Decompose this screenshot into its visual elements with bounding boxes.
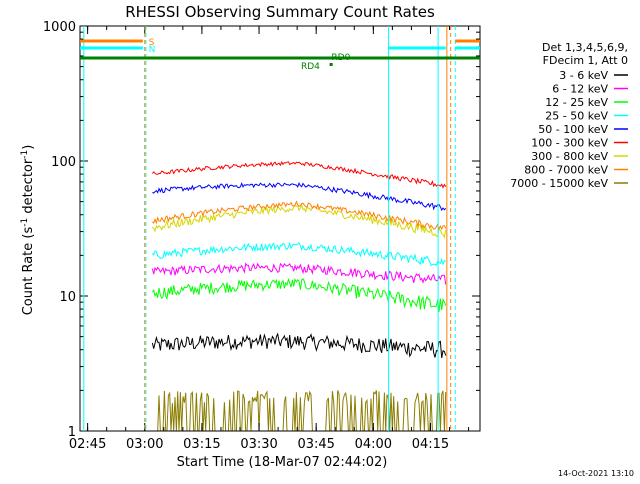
x-tick-label: 03:45: [297, 437, 334, 452]
x-tick-label: 02:45: [69, 437, 106, 452]
rd4-label: RD4: [301, 62, 320, 72]
x-tick-label: 03:30: [240, 437, 277, 452]
legend-entry-label: 300 - 800 keV: [531, 150, 608, 163]
legend-entry-label: 50 - 100 keV: [538, 123, 608, 136]
s-flag-label: S: [149, 38, 155, 48]
axes: 1 10 100 1000 02:45 03:00 03:15 03:30 03:45 04:00…: [43, 20, 481, 452]
rd4-marker: [329, 63, 333, 66]
x-tick-label: 04:00: [355, 437, 392, 452]
rd0-label: RD0: [331, 53, 350, 63]
y-tick-label: 1000: [43, 20, 76, 35]
flag-lines: SN RD0 RD4: [80, 26, 480, 431]
legend: Det 1,3,4,5,6,9, FDecim 1, Att 0 3 - 6 k…: [510, 41, 628, 190]
legend-entry-label: 12 - 25 keV: [545, 96, 608, 109]
svg-text:Count Rate (s-1 detector-1): Count Rate (s-1 detector-1): [20, 145, 36, 316]
plot-frame: [79, 25, 481, 432]
legend-entry-label: 100 - 300 keV: [531, 137, 608, 150]
x-axis-label: Start Time (18-Mar-07 02:44:02): [177, 455, 388, 470]
legend-entry-label: 7000 - 15000 keV: [510, 177, 608, 190]
legend-entry-label: 3 - 6 keV: [559, 69, 608, 82]
legend-header-line-1: Det 1,3,4,5,6,9,: [542, 41, 628, 54]
series-line: [152, 160, 447, 189]
series-line: [151, 332, 447, 359]
y-tick-label: 10: [59, 290, 76, 305]
series-line: [152, 390, 447, 432]
y-tick-label: 100: [51, 155, 76, 170]
timestamp: 14-Oct-2021 13:10: [558, 469, 634, 478]
series-line: [152, 203, 447, 239]
n-flag-label: N: [149, 45, 156, 55]
x-tick-label: 03:15: [183, 437, 220, 452]
legend-entry-label: 25 - 50 keV: [545, 110, 608, 123]
legend-entry-label: 800 - 7000 keV: [524, 164, 608, 177]
series-line: [152, 200, 447, 231]
x-tick-label: 04:15: [412, 437, 449, 452]
series-line: [151, 241, 446, 267]
legend-header-line-2: FDecim 1, Att 0: [543, 54, 628, 67]
x-tick-label: 03:00: [126, 437, 163, 452]
chart-title: RHESSI Observing Summary Count Rates: [125, 3, 435, 21]
series-line: [151, 262, 447, 285]
plot-area: [151, 160, 447, 432]
legend-entry-label: 6 - 12 keV: [552, 83, 608, 96]
series-line: [152, 277, 447, 312]
y-axis-label: Count Rate (s-1 detector-1): [20, 145, 36, 316]
series-line: [152, 181, 447, 212]
y-tick-label: 1: [68, 425, 76, 440]
